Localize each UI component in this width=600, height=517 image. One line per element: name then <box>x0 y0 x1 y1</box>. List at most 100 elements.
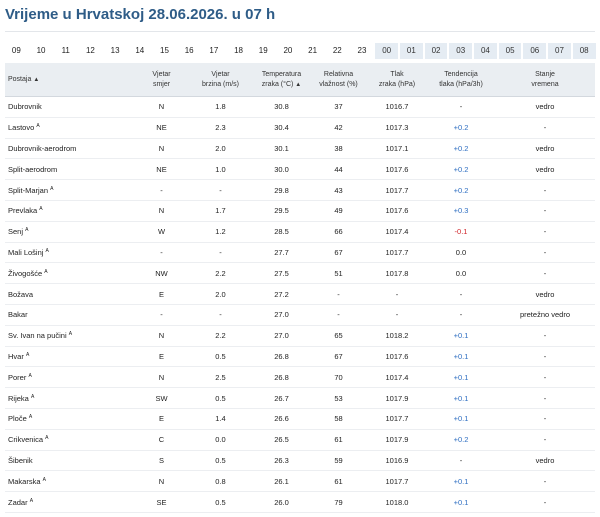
weather-state-cell: - <box>495 200 595 222</box>
hour-tab[interactable]: 14 <box>135 46 145 55</box>
hour-tab[interactable]: 18 <box>234 46 243 55</box>
hour-tab[interactable]: 15 <box>160 46 169 55</box>
pressure-cell: - <box>367 304 427 326</box>
wind-direction-cell: - <box>135 304 188 326</box>
table-row: Rijeka A SW 0.5 26.7 53 1017.9 +0.1- <box>5 387 595 409</box>
hour-tab[interactable]: 03 <box>449 43 473 59</box>
station-name: Šibenik <box>8 455 33 465</box>
col-temperature[interactable]: Temperatura zraka (°C) ▲ <box>253 63 310 97</box>
col-weather-state-label-1: Stanje <box>535 70 555 78</box>
col-wind-speed[interactable]: Vjetar brzina (m/s) <box>188 63 253 97</box>
hour-tab[interactable]: 02 <box>424 43 448 59</box>
pressure-cell: 1016.9 <box>367 450 427 472</box>
automatic-station-marker: A <box>50 185 54 192</box>
col-wind-direction[interactable]: Vjetar smjer <box>135 63 188 97</box>
table-row: Split-aerodrom NE 1.0 30.0 44 1017.6 +0.2 vedro <box>5 158 595 181</box>
table-row: Split-Marjan A - -29.8 43 1017.7 +0.2- <box>5 179 595 201</box>
hour-tab[interactable]: 06 <box>523 43 547 59</box>
automatic-station-marker: A <box>25 351 30 358</box>
hour-tab[interactable]: 19 <box>258 46 268 55</box>
table-row: Šibenik S 0.5 26.3 59 1016.9- vedro <box>5 450 595 472</box>
wind-direction-cell: C <box>135 429 188 451</box>
station-cell: Rijeka A <box>5 387 135 409</box>
pressure-cell: 1017.7 <box>367 179 427 201</box>
pressure-cell: 1017.7 <box>367 408 427 430</box>
hour-tab[interactable]: 21 <box>308 46 318 55</box>
temperature-cell: 30.8 <box>253 96 310 118</box>
table-row: Bakar - -27.0- - - pretežno vedro <box>5 304 595 326</box>
wind-speed-cell: 2.3 <box>188 117 253 139</box>
col-pressure-label-1: Tlak <box>390 70 404 78</box>
hour-tab[interactable]: 00 <box>375 43 398 59</box>
station-cell: Šibenik <box>5 450 135 472</box>
humidity-cell: 53 <box>310 387 367 409</box>
temperature-cell: 26.3 <box>253 450 310 472</box>
table-row: Makarska A N 0.8 26.1 61 1017.7 +0.1- <box>5 470 595 493</box>
col-station[interactable]: Postaja ▲ <box>5 63 135 97</box>
pressure-cell: 1018.2 <box>367 325 427 347</box>
pressure-tendency-cell: +0.2 <box>427 179 495 201</box>
temperature-cell: 30.1 <box>253 138 310 160</box>
hour-tab[interactable]: 07 <box>548 43 571 59</box>
col-pressure-label-2: zraka (hPa) <box>378 80 416 88</box>
pressure-cell: 1017.4 <box>367 221 427 243</box>
automatic-station-marker: A <box>25 227 29 234</box>
hour-tab[interactable]: 05 <box>498 43 522 59</box>
station-name: Zadar <box>8 497 28 507</box>
hour-tab[interactable]: 16 <box>184 46 194 55</box>
hour-tab[interactable]: 04 <box>474 43 497 59</box>
hour-tab[interactable]: 13 <box>110 46 120 55</box>
col-humidity[interactable]: Relativna vlažnost (%) <box>310 63 367 97</box>
temperature-cell: 29.8 <box>253 179 310 201</box>
wind-speed-cell: 2.5 <box>188 366 253 389</box>
station-cell: Crikvenica A <box>5 429 135 451</box>
pressure-tendency-cell: +0.1 <box>427 491 495 513</box>
hour-tab[interactable]: 09 <box>11 46 21 55</box>
weather-state-cell: - <box>495 117 595 139</box>
col-pressure-tendency-label-1: Tendencija <box>444 70 478 78</box>
weather-state-cell: - <box>495 242 595 264</box>
pressure-tendency-cell: +0.2 <box>427 138 495 160</box>
station-cell: Sv. Ivan na pučini A <box>5 325 135 347</box>
hour-tab[interactable]: 23 <box>357 46 367 55</box>
humidity-cell: 65 <box>310 325 367 347</box>
wind-speed-cell: - <box>188 304 253 326</box>
station-cell: Zadar A <box>5 491 135 513</box>
col-pressure[interactable]: Tlak zraka (hPa) <box>367 63 427 97</box>
humidity-cell: 49 <box>310 200 367 222</box>
automatic-station-marker: A <box>42 476 46 483</box>
humidity-cell: 58 <box>310 408 367 430</box>
table-header-row: Postaja ▲ Vjetar smjer Vjetar brzina (m/… <box>5 63 595 97</box>
station-cell: Makarska A <box>5 470 135 493</box>
col-pressure-tendency-label-2: tlaka (hPa/3h) <box>439 80 483 88</box>
pressure-tendency-cell: - <box>427 283 495 305</box>
hour-tab[interactable]: 10 <box>36 46 46 55</box>
automatic-station-marker: A <box>36 123 40 130</box>
col-wind-speed-label-2: brzina (m/s) <box>202 80 239 88</box>
temperature-cell: 27.2 <box>253 283 310 305</box>
pressure-tendency-cell: +0.2 <box>427 158 495 181</box>
col-weather-state[interactable]: Stanje vremena <box>495 63 595 97</box>
weather-state-cell: vedro <box>495 158 595 181</box>
automatic-station-marker: A <box>45 435 49 442</box>
col-pressure-tendency[interactable]: Tendencija tlaka (hPa/3h) <box>427 63 495 97</box>
station-name: Split-Marjan <box>8 185 49 195</box>
hour-tab[interactable]: 20 <box>283 46 293 55</box>
col-temperature-label-2: zraka (°C) <box>261 80 294 88</box>
hour-tab[interactable]: 12 <box>85 46 95 55</box>
pressure-tendency-cell: +0.1 <box>427 325 495 347</box>
pressure-tendency-cell: +0.2 <box>427 429 495 451</box>
temperature-cell: 26.8 <box>253 346 310 368</box>
temperature-cell: 29.5 <box>253 200 310 222</box>
weather-state-cell: - <box>495 491 595 513</box>
wind-speed-cell: 2.2 <box>188 325 253 347</box>
hour-tab[interactable]: 11 <box>61 46 70 55</box>
pressure-tendency-cell: +0.1 <box>427 408 495 430</box>
hour-tab[interactable]: 22 <box>332 46 342 55</box>
page-title: Vrijeme u Hrvatskoj 28.06.2026. u 07 h <box>5 6 276 23</box>
hour-tab[interactable]: 01 <box>400 43 423 59</box>
station-cell: Bakar <box>5 304 135 326</box>
hour-tab[interactable]: 17 <box>209 46 219 55</box>
hour-tab[interactable]: 08 <box>572 43 596 59</box>
station-name: Makarska <box>8 476 41 486</box>
